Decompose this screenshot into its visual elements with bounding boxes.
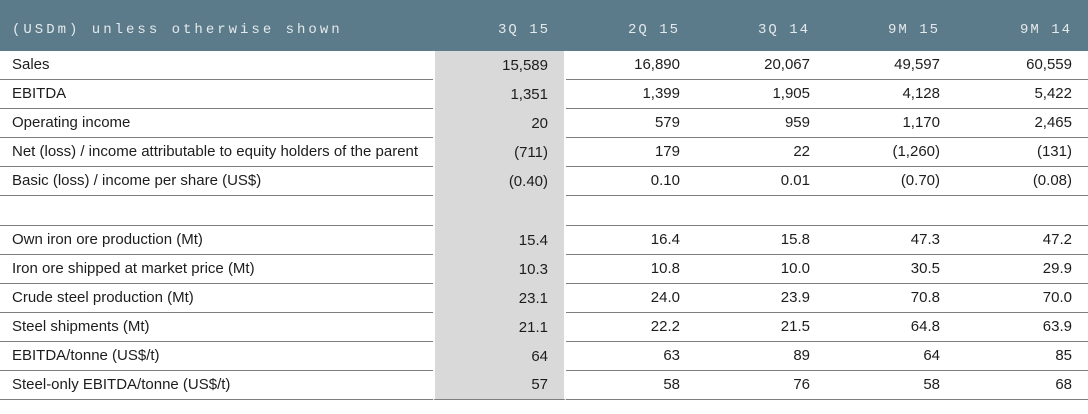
value-cell: 20,067 <box>696 51 826 80</box>
value-cell-highlighted: 1,351 <box>433 80 566 109</box>
value-cell: 70.8 <box>826 284 956 313</box>
value-cell: 58 <box>826 371 956 400</box>
value-cell: 30.5 <box>826 255 956 284</box>
value-cell: 47.2 <box>956 226 1088 255</box>
value-cell: 22.2 <box>566 313 696 342</box>
header-col-3q14: 3Q 14 <box>696 0 826 51</box>
value-cell: 58 <box>566 371 696 400</box>
row-label: Net (loss) / income attributable to equi… <box>0 138 433 167</box>
value-cell-highlighted: (711) <box>433 138 566 167</box>
value-cell: 63 <box>566 342 696 371</box>
table-header: (USDm) unless otherwise shown 3Q 15 2Q 1… <box>0 0 1088 51</box>
value-cell: 1,399 <box>566 80 696 109</box>
row-label: Operating income <box>0 109 433 138</box>
value-cell <box>956 196 1088 226</box>
row-label: Crude steel production (Mt) <box>0 284 433 313</box>
value-cell <box>696 196 826 226</box>
value-cell: 64 <box>826 342 956 371</box>
value-cell: 68 <box>956 371 1088 400</box>
value-cell: 23.9 <box>696 284 826 313</box>
value-cell: 64.8 <box>826 313 956 342</box>
table-row: Crude steel production (Mt) 23.1 24.0 23.9 7… <box>0 284 1088 313</box>
value-cell: 49,597 <box>826 51 956 80</box>
table-row: Basic (loss) / income per share (US$) (0.… <box>0 167 1088 196</box>
row-label: Own iron ore production (Mt) <box>0 226 433 255</box>
header-col-3q15: 3Q 15 <box>433 0 566 51</box>
value-cell: 0.01 <box>696 167 826 196</box>
header-col-9m15: 9M 15 <box>826 0 956 51</box>
row-label: Sales <box>0 51 433 80</box>
header-units-label: (USDm) unless otherwise shown <box>0 0 433 51</box>
table-row: Net (loss) / income attributable to equi… <box>0 138 1088 167</box>
value-cell: 179 <box>566 138 696 167</box>
header-row: (USDm) unless otherwise shown 3Q 15 2Q 1… <box>0 0 1088 51</box>
value-cell: 29.9 <box>956 255 1088 284</box>
value-cell: 16.4 <box>566 226 696 255</box>
value-cell-highlighted: 15,589 <box>433 51 566 80</box>
spacer-row <box>0 196 1088 226</box>
value-cell: 21.5 <box>696 313 826 342</box>
value-cell: 47.3 <box>826 226 956 255</box>
table-row: Own iron ore production (Mt) 15.4 16.4 15.8… <box>0 226 1088 255</box>
value-cell: 5,422 <box>956 80 1088 109</box>
table-row: Steel-only EBITDA/tonne (US$/t) 57 58 76 58 6… <box>0 371 1088 400</box>
value-cell: 22 <box>696 138 826 167</box>
row-label <box>0 196 433 226</box>
value-cell: 24.0 <box>566 284 696 313</box>
table-row: Operating income 20 579 959 1,170 2,465 <box>0 109 1088 138</box>
financial-results-table: (USDm) unless otherwise shown 3Q 15 2Q 1… <box>0 0 1088 400</box>
header-col-9m14: 9M 14 <box>956 0 1088 51</box>
row-label: EBITDA/tonne (US$/t) <box>0 342 433 371</box>
table-row: Sales 15,589 16,890 20,067 49,597 60,559 <box>0 51 1088 80</box>
value-cell <box>826 196 956 226</box>
value-cell-highlighted: 21.1 <box>433 313 566 342</box>
value-cell: 2,465 <box>956 109 1088 138</box>
value-cell-highlighted: 10.3 <box>433 255 566 284</box>
value-cell: 63.9 <box>956 313 1088 342</box>
table-row: EBITDA 1,351 1,399 1,905 4,128 5,422 <box>0 80 1088 109</box>
row-label: Iron ore shipped at market price (Mt) <box>0 255 433 284</box>
row-label: Basic (loss) / income per share (US$) <box>0 167 433 196</box>
value-cell: 15.8 <box>696 226 826 255</box>
table-row: Iron ore shipped at market price (Mt) 10.… <box>0 255 1088 284</box>
value-cell <box>566 196 696 226</box>
value-cell: 1,170 <box>826 109 956 138</box>
value-cell-highlighted <box>433 196 566 226</box>
value-cell: 1,905 <box>696 80 826 109</box>
value-cell: 10.0 <box>696 255 826 284</box>
row-label: EBITDA <box>0 80 433 109</box>
value-cell: 60,559 <box>956 51 1088 80</box>
value-cell: 0.10 <box>566 167 696 196</box>
value-cell-highlighted: 57 <box>433 371 566 400</box>
value-cell: 10.8 <box>566 255 696 284</box>
value-cell: 4,128 <box>826 80 956 109</box>
value-cell: 16,890 <box>566 51 696 80</box>
value-cell: (0.70) <box>826 167 956 196</box>
value-cell: 70.0 <box>956 284 1088 313</box>
table-row: EBITDA/tonne (US$/t) 64 63 89 64 85 <box>0 342 1088 371</box>
value-cell: 76 <box>696 371 826 400</box>
value-cell-highlighted: 64 <box>433 342 566 371</box>
value-cell-highlighted: 20 <box>433 109 566 138</box>
value-cell: (0.08) <box>956 167 1088 196</box>
table-body: Sales 15,589 16,890 20,067 49,597 60,559 EBITD… <box>0 51 1088 400</box>
value-cell: 89 <box>696 342 826 371</box>
row-label: Steel-only EBITDA/tonne (US$/t) <box>0 371 433 400</box>
value-cell: 579 <box>566 109 696 138</box>
row-label: Steel shipments (Mt) <box>0 313 433 342</box>
value-cell-highlighted: (0.40) <box>433 167 566 196</box>
value-cell: (131) <box>956 138 1088 167</box>
value-cell-highlighted: 23.1 <box>433 284 566 313</box>
value-cell: 959 <box>696 109 826 138</box>
value-cell: 85 <box>956 342 1088 371</box>
table-row: Steel shipments (Mt) 21.1 22.2 21.5 64.8 63.9 <box>0 313 1088 342</box>
header-col-2q15: 2Q 15 <box>566 0 696 51</box>
value-cell: (1,260) <box>826 138 956 167</box>
value-cell-highlighted: 15.4 <box>433 226 566 255</box>
